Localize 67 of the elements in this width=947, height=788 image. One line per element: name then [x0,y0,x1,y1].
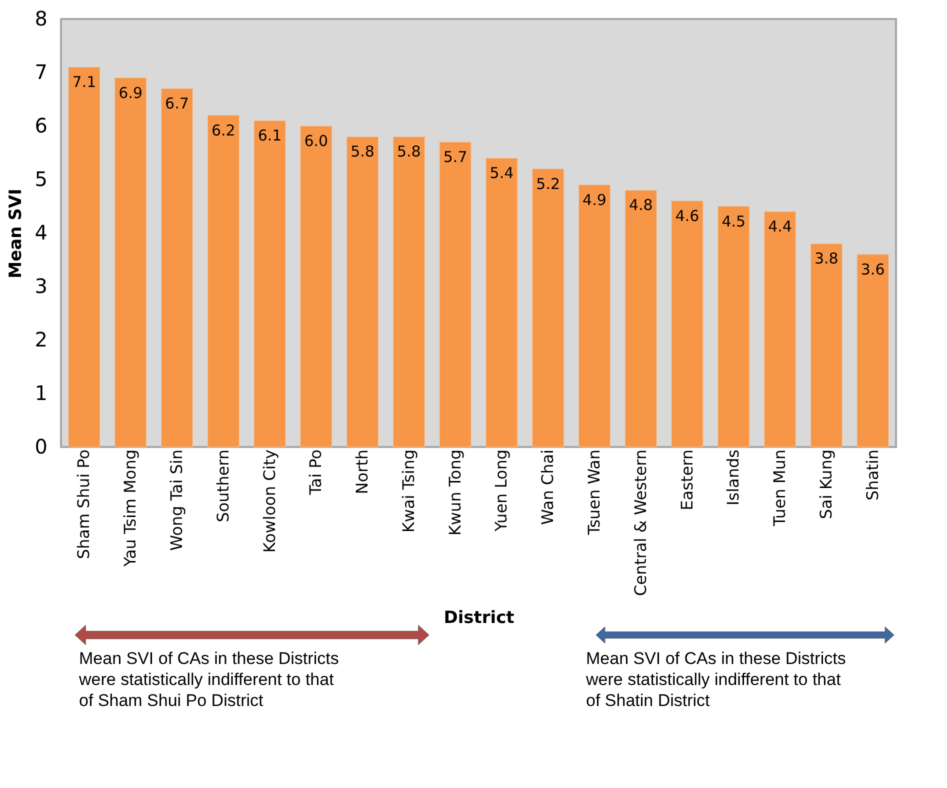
y-axis-title: Mean SVI [6,188,26,278]
x-tick-label: North [352,450,372,494]
x-tick-label: Wong Tai Sin [166,450,186,551]
x-tick-label: Kwun Tong [445,450,464,536]
bar [392,136,425,448]
text: Mean SVI of CAs in these Districts were statistically indifferent to that of Shatin District [585,649,846,710]
data-label: 4.8 [628,196,653,214]
bar [624,190,657,448]
y-tick-label: 2 [34,328,48,352]
x-tick-label: Yuen Long [492,450,511,532]
x-axis-title: District [444,608,514,628]
y-tick-label: 5 [34,167,48,191]
bar [207,115,240,448]
x-tick-label: Southern [213,450,232,522]
bar [114,78,147,448]
data-label: 6.7 [165,94,189,113]
x-tick-label: Sham Shui Po [74,450,94,560]
data-label: 4.9 [582,190,606,209]
x-tick-label: Tuen Mun [770,450,790,528]
data-label: 5.4 [490,164,514,182]
data-label: 5.8 [396,142,421,161]
data-label: 3.8 [814,250,838,268]
x-tick-label: Tsuen Wan [584,450,604,536]
x-tick-label: Shatin [862,450,882,500]
x-tick-label: Kwai Tsing [398,450,418,533]
data-label: 6.2 [211,121,236,140]
bar [300,126,332,448]
x-tick-label: Kowloon City [260,450,279,553]
bar [532,168,564,448]
data-label: 5.7 [443,148,468,166]
data-label: 3.6 [860,260,885,278]
bar [254,120,286,448]
y-tick-label: 4 [34,220,48,244]
y-tick-label: 8 [34,6,48,30]
x-tick-label: Yau Tsim Mong [120,450,140,568]
x-tick-label: Sai Kung [816,450,836,520]
data-label: 6.0 [304,132,328,150]
bar [486,158,518,448]
data-label: 5.8 [350,142,374,161]
data-label: 6.9 [118,84,143,102]
x-tick-label: Central & Western [630,450,650,596]
x-tick-label: Eastern [677,450,696,510]
data-label: 4.6 [675,206,700,225]
bar [346,136,379,448]
bar [856,254,889,448]
bar [439,142,472,448]
data-label: 7.1 [72,73,96,92]
bar [718,206,750,448]
data-label: 5.2 [536,174,560,193]
bar [68,66,100,448]
bar [160,88,193,448]
x-tick-label: Islands [724,450,743,506]
bar [810,243,842,448]
data-label: 6.1 [258,126,282,145]
y-tick-label: 0 [34,434,48,458]
bar [764,211,796,448]
data-label: 4.5 [722,212,746,230]
text: Mean SVI of CAs in these Districts were statistically indifferent to that of Sham Shui Po District [78,649,339,710]
data-label: 4.4 [768,218,792,236]
y-tick-label: 3 [34,274,48,298]
bar [578,184,610,448]
bar [671,200,704,448]
x-tick-label: Wan Chai [538,450,558,525]
y-tick-label: 7 [34,60,48,84]
y-tick-label: 1 [34,381,48,405]
y-tick-label: 6 [34,114,48,138]
x-tick-label: Tai Po [306,450,326,496]
